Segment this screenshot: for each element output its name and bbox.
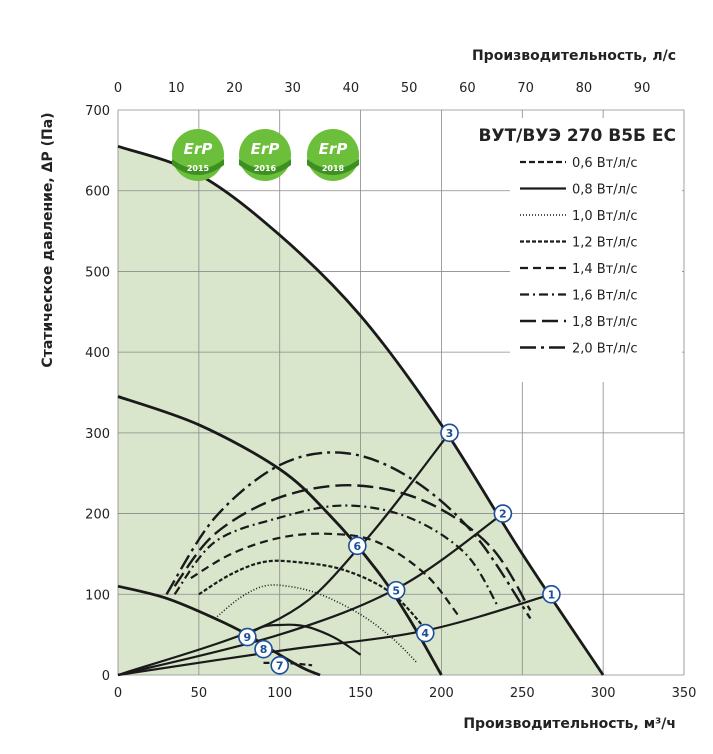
erp-badge-year: 2015 (187, 164, 210, 173)
operating-point-label: 4 (421, 627, 429, 640)
efficiency-line (173, 484, 532, 612)
operating-point-marker (238, 627, 257, 647)
operating-point-label: 2 (499, 508, 507, 521)
erp-badge-band (239, 159, 291, 175)
y-tick-label: 500 (85, 265, 110, 280)
efficiency-line (190, 532, 459, 616)
top-tick-label: 70 (517, 81, 534, 96)
efficiency-line (246, 623, 362, 656)
operating-point-marker (493, 504, 513, 523)
system-curve (117, 432, 451, 677)
legend-label: 1,8 Вт/л/с (572, 315, 638, 330)
operating-point-label: 1 (548, 588, 556, 601)
operating-point-marker (542, 584, 561, 604)
y-tick-label: 0 (102, 669, 110, 684)
legend-label: 1,0 Вт/л/с (572, 209, 638, 224)
y-tick-label: 700 (85, 104, 110, 119)
x-tick-label: 150 (348, 686, 373, 701)
y-tick-label: 600 (85, 185, 110, 200)
top-tick-label: 40 (343, 81, 360, 96)
erp-badge-label: ErP (251, 140, 280, 158)
efficiency-line (263, 661, 313, 667)
operating-point-marker (348, 536, 367, 556)
operating-point-marker (440, 423, 459, 443)
efficiency-line (214, 584, 418, 664)
operating-point-label: 6 (354, 540, 362, 553)
operating-point-marker (386, 580, 406, 600)
y-tick-label: 200 (85, 508, 110, 523)
x-tick-label: 250 (510, 686, 535, 701)
top-axis-title: Производительность, л/с (472, 48, 676, 64)
operating-point-label: 9 (244, 631, 252, 644)
x-tick-label: 100 (267, 686, 292, 701)
erp-badge-year: 2018 (322, 164, 345, 173)
y-axis-title: Статическое давление, ΔP (Па) (40, 112, 56, 367)
top-tick-label: 0 (114, 81, 122, 96)
x-tick-label: 300 (591, 686, 616, 701)
legend-label: 1,2 Вт/л/с (572, 236, 638, 251)
top-tick-label: 80 (576, 81, 593, 96)
efficiency-line (198, 559, 435, 640)
efficiency-line (165, 451, 532, 620)
top-tick-label: 30 (284, 81, 301, 96)
y-tick-label: 100 (85, 588, 110, 603)
operating-point-marker (254, 639, 273, 659)
erp-badge-label: ErP (184, 140, 213, 158)
legend-label: 0,6 Вт/л/с (572, 156, 638, 171)
erp-badge-band (307, 159, 359, 175)
top-tick-label: 90 (634, 81, 651, 96)
x-tick-label: 350 (672, 686, 697, 701)
legend-label: 1,4 Вт/л/с (572, 262, 638, 277)
y-tick-label: 300 (85, 427, 110, 442)
system-curve (117, 593, 552, 677)
operating-point-label: 3 (446, 427, 454, 440)
operating-point-marker (270, 656, 290, 675)
bottom-axis-title: Производительность, м³/ч (463, 716, 676, 732)
fan-curve (117, 395, 443, 676)
x-tick-label: 50 (191, 686, 208, 701)
operating-point-marker (415, 623, 435, 643)
erp-badge-year: 2016 (254, 164, 277, 173)
legend-label: 0,8 Вт/л/с (572, 183, 638, 198)
top-tick-label: 20 (226, 81, 243, 96)
erp-badge-band (172, 159, 224, 175)
top-tick-label: 60 (459, 81, 476, 96)
legend-label: 1,6 Вт/л/с (572, 289, 638, 304)
operating-point-label: 7 (276, 659, 284, 672)
x-tick-label: 200 (429, 686, 454, 701)
operating-point-label: 5 (392, 584, 400, 597)
chart-title: ВУТ/ВУЭ 270 В5Б ЕС (479, 126, 676, 146)
operating-point-label: 8 (260, 643, 268, 656)
x-tick-label: 0 (114, 686, 122, 701)
top-tick-label: 50 (401, 81, 418, 96)
y-tick-label: 400 (85, 346, 110, 361)
legend-label: 2,0 Вт/л/с (572, 342, 638, 357)
erp-badge-label: ErP (319, 140, 348, 158)
top-tick-label: 10 (168, 81, 185, 96)
